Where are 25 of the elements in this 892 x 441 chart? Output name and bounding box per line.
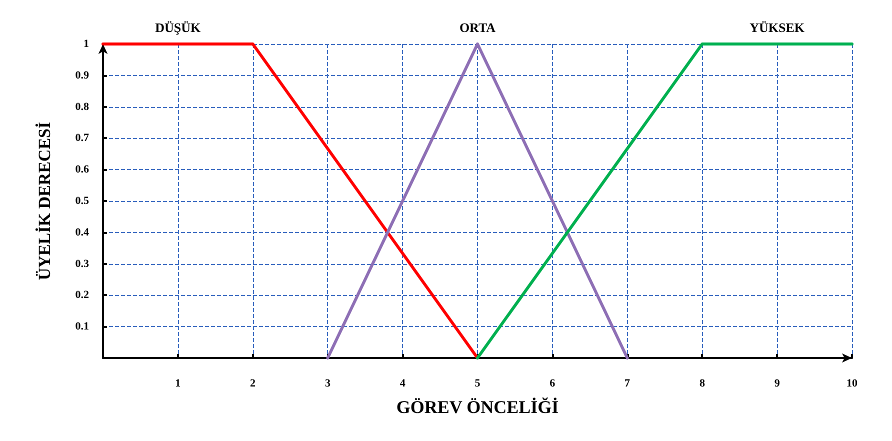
y-tick-label: 0.6 xyxy=(75,164,90,176)
y-axis-title: ÜYELİK DERECESİ xyxy=(35,122,54,280)
x-tick-label: 8 xyxy=(699,378,706,390)
y-tick-label: 0.5 xyxy=(75,195,90,207)
y-tick-label: 1 xyxy=(84,38,89,50)
series-label: YÜKSEK xyxy=(750,20,806,35)
x-axis-title: GÖREV ÖNCELİĞİ xyxy=(396,397,559,417)
x-tick-label: 6 xyxy=(550,378,556,390)
x-tick-label: 2 xyxy=(250,378,256,390)
y-tick-label: 0.8 xyxy=(75,100,90,113)
x-tick-label: 1 xyxy=(175,378,181,390)
x-tick-label: 10 xyxy=(846,378,858,390)
y-tick-label: 0.3 xyxy=(75,258,90,270)
y-tick-label: 0.4 xyxy=(75,226,90,238)
series-label: DÜŞÜK xyxy=(155,20,202,35)
y-tick-label: 0.2 xyxy=(75,289,90,302)
x-tick-label: 3 xyxy=(324,378,331,390)
y-tick-label: 0.1 xyxy=(75,320,89,333)
y-tick-label: 0.7 xyxy=(75,132,90,144)
x-tick-label: 7 xyxy=(624,378,631,390)
series-label: ORTA xyxy=(459,20,496,35)
x-tick-label: 4 xyxy=(400,378,406,390)
x-tick-label: 5 xyxy=(474,378,481,390)
y-tick-label: 0.9 xyxy=(75,69,90,82)
x-tick-label: 9 xyxy=(774,378,780,390)
